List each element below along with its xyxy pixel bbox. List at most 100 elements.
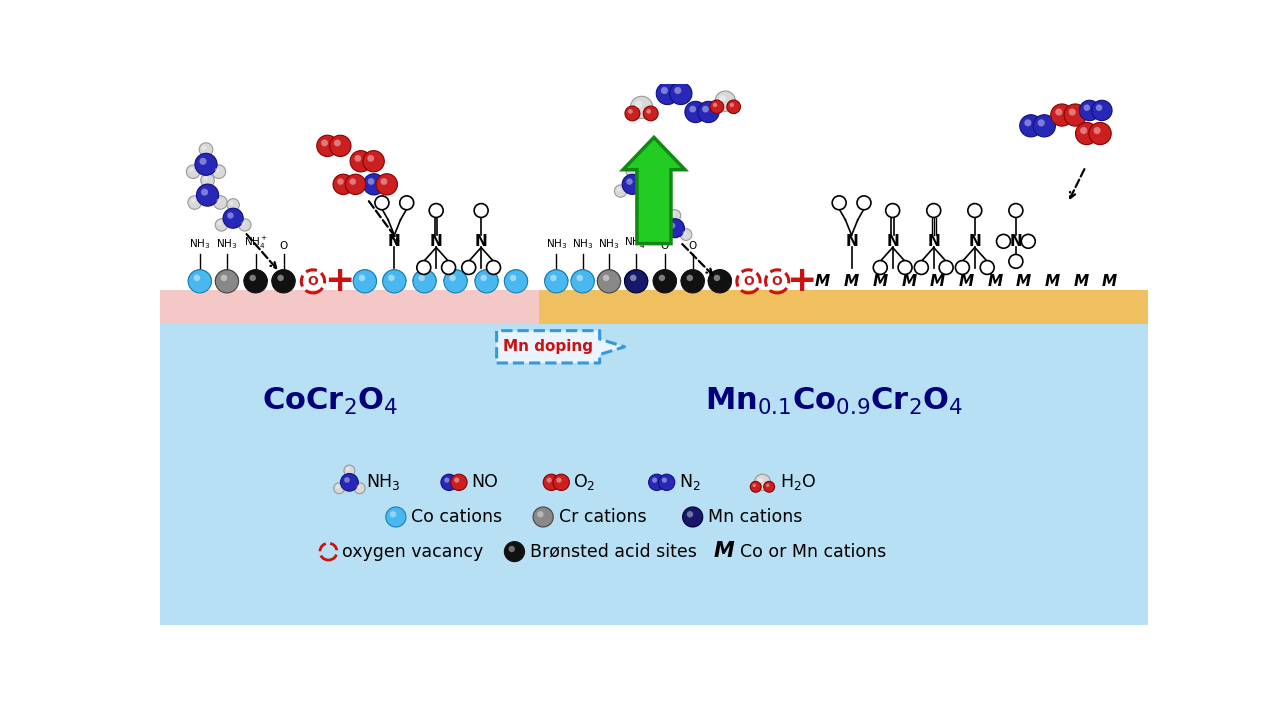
Text: NH$_3$: NH$_3$ bbox=[598, 237, 620, 251]
Circle shape bbox=[417, 260, 431, 274]
Text: O: O bbox=[772, 275, 782, 288]
Polygon shape bbox=[504, 270, 527, 282]
Text: N: N bbox=[430, 234, 443, 249]
Text: NO: NO bbox=[471, 473, 498, 491]
Text: N: N bbox=[388, 234, 401, 249]
Circle shape bbox=[602, 274, 610, 281]
Circle shape bbox=[627, 165, 638, 177]
Circle shape bbox=[230, 201, 234, 205]
Circle shape bbox=[652, 477, 657, 483]
Circle shape bbox=[244, 270, 267, 293]
Polygon shape bbox=[216, 270, 239, 282]
Circle shape bbox=[939, 260, 953, 274]
Text: NH$_4^+$: NH$_4^+$ bbox=[624, 235, 648, 251]
Circle shape bbox=[322, 140, 328, 147]
Circle shape bbox=[647, 109, 651, 114]
Circle shape bbox=[350, 151, 371, 172]
Circle shape bbox=[399, 196, 413, 210]
Circle shape bbox=[367, 178, 374, 185]
Circle shape bbox=[316, 135, 338, 157]
Text: NH$_3$: NH$_3$ bbox=[366, 472, 401, 492]
Polygon shape bbox=[160, 84, 1148, 290]
Circle shape bbox=[665, 219, 684, 238]
Circle shape bbox=[355, 155, 361, 161]
Circle shape bbox=[227, 199, 240, 211]
Circle shape bbox=[213, 196, 227, 209]
Circle shape bbox=[334, 140, 341, 147]
Circle shape bbox=[956, 260, 970, 274]
Circle shape bbox=[444, 270, 467, 293]
Circle shape bbox=[628, 109, 633, 114]
Circle shape bbox=[671, 212, 675, 216]
Text: +: + bbox=[324, 265, 355, 298]
Circle shape bbox=[715, 91, 735, 112]
Circle shape bbox=[898, 260, 912, 274]
Circle shape bbox=[720, 95, 726, 102]
Circle shape bbox=[680, 229, 692, 241]
Circle shape bbox=[683, 507, 703, 527]
Polygon shape bbox=[444, 270, 467, 282]
Text: Mn cations: Mn cations bbox=[708, 508, 803, 526]
Circle shape bbox=[689, 106, 697, 112]
Circle shape bbox=[509, 545, 516, 552]
Circle shape bbox=[197, 184, 218, 206]
Circle shape bbox=[1037, 119, 1045, 126]
Circle shape bbox=[1034, 114, 1055, 137]
Circle shape bbox=[216, 219, 227, 231]
Circle shape bbox=[644, 197, 664, 218]
Circle shape bbox=[388, 274, 394, 281]
Text: M: M bbox=[843, 274, 859, 289]
Circle shape bbox=[713, 274, 720, 281]
Circle shape bbox=[480, 274, 487, 281]
Circle shape bbox=[333, 483, 345, 494]
Text: Mn$_{0.1}$Co$_{0.9}$Cr$_2$O$_4$: Mn$_{0.1}$Co$_{0.9}$Cr$_2$O$_4$ bbox=[704, 386, 963, 417]
Polygon shape bbox=[572, 270, 595, 282]
Text: M: M bbox=[930, 274, 946, 289]
Polygon shape bbox=[353, 270, 376, 282]
Circle shape bbox=[475, 270, 498, 293]
Circle shape bbox=[674, 87, 681, 94]
Polygon shape bbox=[413, 270, 436, 282]
Circle shape bbox=[669, 210, 681, 221]
Circle shape bbox=[429, 204, 443, 218]
Circle shape bbox=[385, 507, 406, 527]
Circle shape bbox=[638, 185, 651, 197]
Circle shape bbox=[510, 274, 517, 281]
Circle shape bbox=[195, 153, 217, 176]
Circle shape bbox=[362, 151, 384, 172]
Circle shape bbox=[754, 474, 771, 491]
Circle shape bbox=[651, 190, 655, 194]
Text: O$_2$: O$_2$ bbox=[573, 472, 596, 492]
Circle shape bbox=[1076, 122, 1097, 145]
Text: N$_2$: N$_2$ bbox=[679, 472, 701, 492]
Text: O: O bbox=[689, 241, 697, 251]
Circle shape bbox=[212, 165, 226, 178]
Circle shape bbox=[216, 270, 239, 293]
Circle shape bbox=[537, 511, 544, 517]
Circle shape bbox=[364, 173, 384, 195]
Circle shape bbox=[630, 96, 653, 119]
Polygon shape bbox=[681, 270, 704, 282]
Circle shape bbox=[648, 474, 665, 491]
Circle shape bbox=[638, 211, 643, 214]
Text: N: N bbox=[1009, 234, 1022, 249]
Circle shape bbox=[658, 474, 675, 491]
Circle shape bbox=[635, 101, 642, 108]
Circle shape bbox=[190, 199, 195, 203]
Circle shape bbox=[832, 196, 846, 210]
Circle shape bbox=[766, 484, 769, 487]
Circle shape bbox=[1025, 119, 1031, 126]
Text: NH$_4^+$: NH$_4^+$ bbox=[244, 235, 268, 251]
Circle shape bbox=[189, 168, 194, 172]
Text: M: M bbox=[988, 274, 1003, 289]
Circle shape bbox=[1021, 234, 1035, 249]
Polygon shape bbox=[475, 270, 498, 282]
Circle shape bbox=[709, 100, 723, 114]
Circle shape bbox=[1083, 105, 1090, 111]
Circle shape bbox=[218, 221, 222, 225]
Text: NH$_3$: NH$_3$ bbox=[189, 237, 211, 251]
Circle shape bbox=[670, 82, 692, 105]
Circle shape bbox=[553, 474, 569, 491]
Circle shape bbox=[199, 143, 213, 157]
Text: NH$_3$: NH$_3$ bbox=[572, 237, 593, 251]
